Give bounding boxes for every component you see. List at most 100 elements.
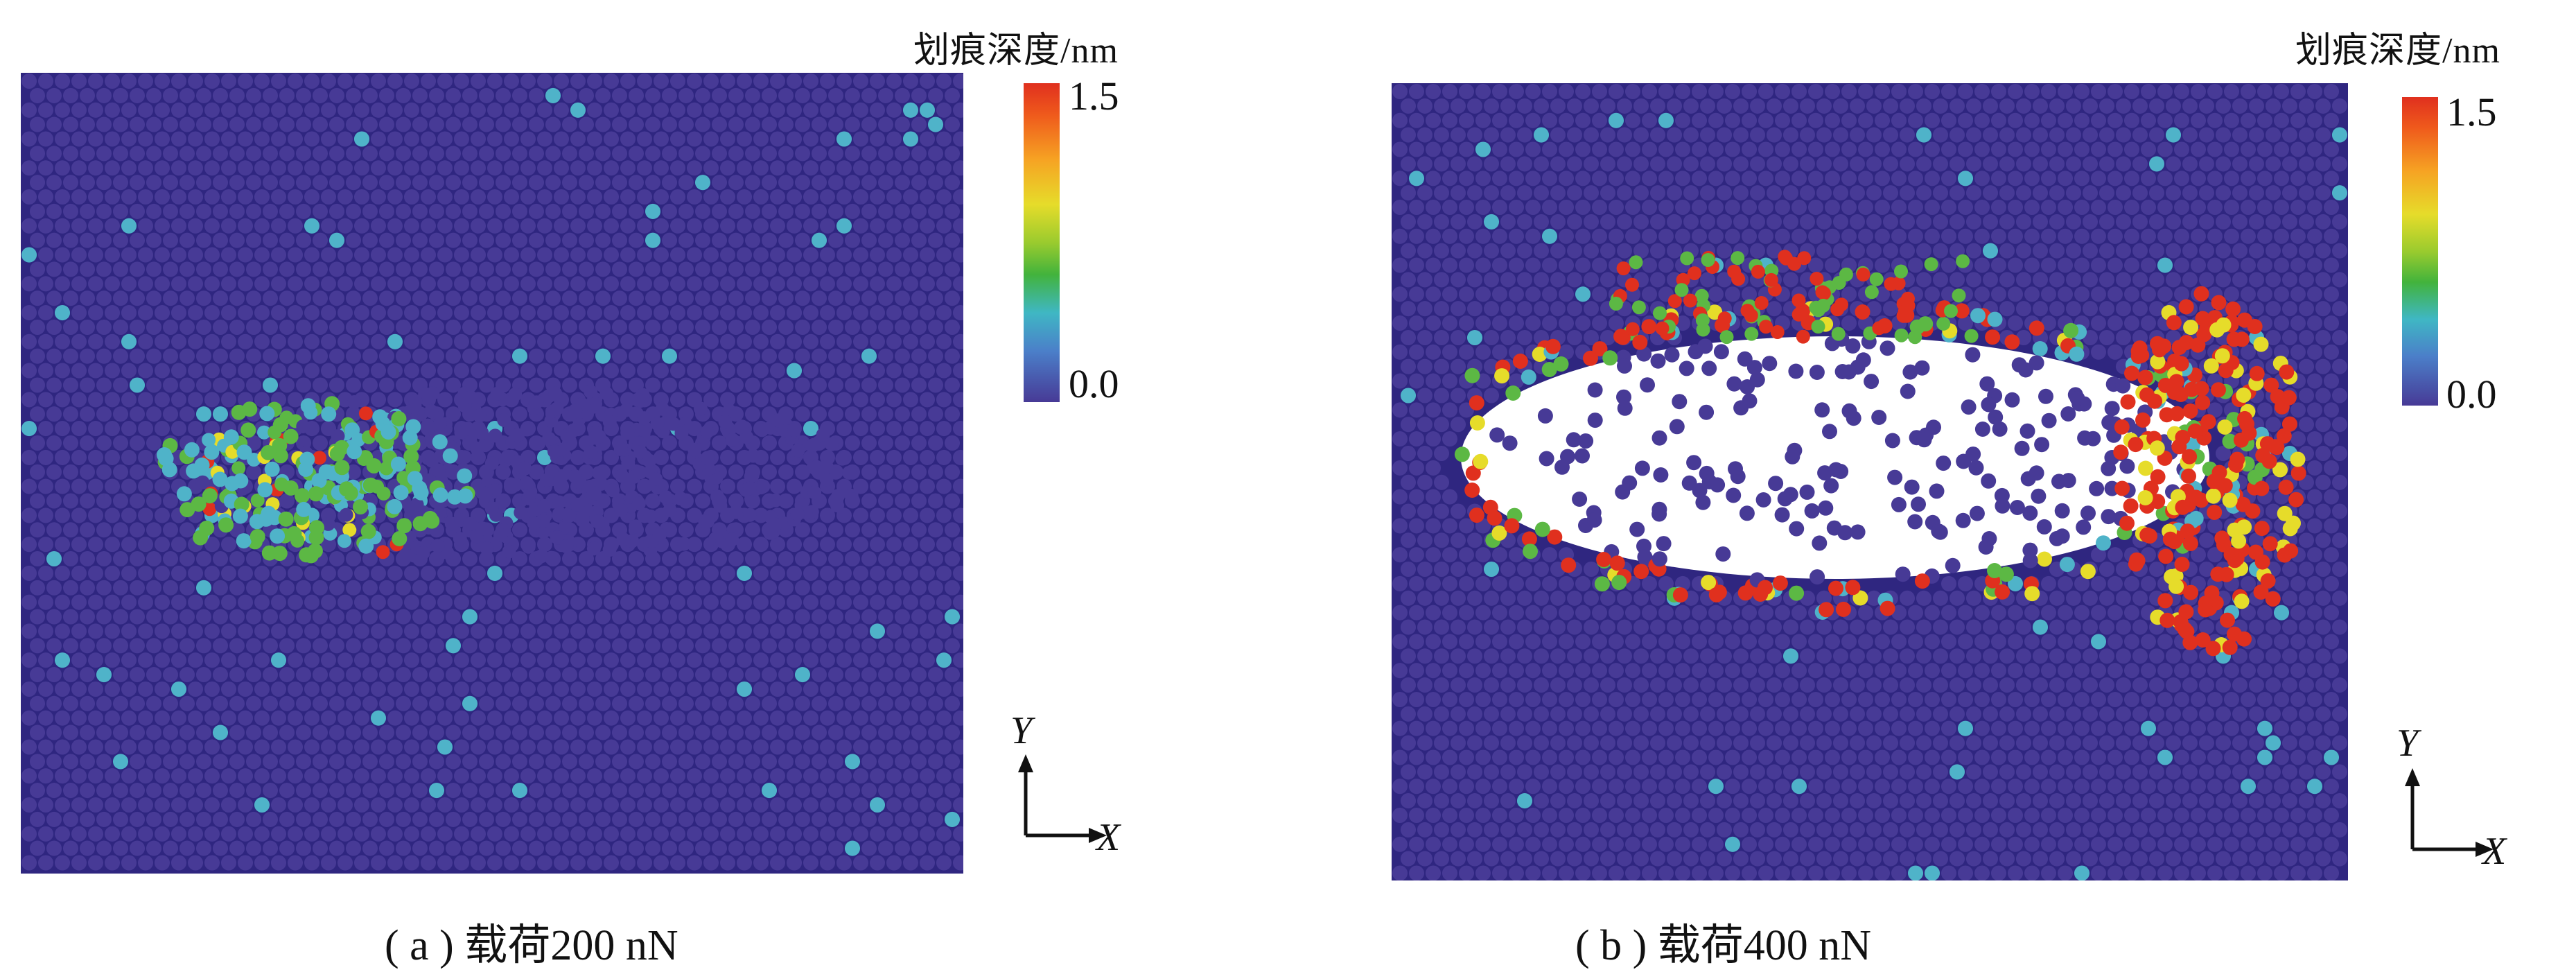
- atom: [545, 609, 561, 625]
- atom: [46, 464, 62, 480]
- atom: [1466, 185, 1483, 201]
- atom: [220, 826, 237, 842]
- atom: [420, 276, 437, 292]
- atom: [453, 160, 470, 176]
- atom: [2306, 431, 2323, 447]
- atom: [744, 638, 761, 654]
- atom: [46, 695, 62, 711]
- atom: [2273, 112, 2290, 128]
- atom: [87, 449, 104, 465]
- atom: [129, 550, 146, 567]
- atom: [586, 710, 603, 726]
- atom: [37, 305, 54, 321]
- atom: [827, 580, 844, 596]
- atom: [570, 189, 586, 205]
- atom: [919, 276, 936, 292]
- atom: [299, 547, 315, 563]
- atom: [490, 386, 505, 401]
- atom: [927, 493, 944, 509]
- atom: [212, 261, 229, 277]
- atom: [353, 739, 370, 755]
- atom: [331, 429, 345, 443]
- atom: [461, 422, 475, 436]
- atom: [46, 377, 62, 393]
- atom: [1624, 228, 1641, 244]
- atom: [320, 710, 337, 726]
- atom: [2107, 344, 2123, 360]
- atom: [462, 116, 478, 132]
- atom: [902, 276, 919, 292]
- atom: [636, 102, 653, 118]
- atom: [811, 146, 827, 162]
- atom: [794, 175, 811, 191]
- atom: [21, 594, 37, 610]
- atom: [54, 507, 71, 523]
- atom: [728, 87, 744, 103]
- atom: [1749, 185, 1766, 201]
- atom: [1666, 214, 1683, 229]
- atom: [428, 550, 445, 567]
- atom: [262, 175, 279, 191]
- atom: [262, 348, 279, 364]
- atom: [578, 261, 595, 277]
- atom: [753, 102, 769, 118]
- atom: [129, 348, 146, 364]
- atom: [296, 501, 312, 517]
- atom: [112, 435, 129, 451]
- atom: [778, 580, 794, 596]
- atom: [844, 232, 861, 248]
- atom: [170, 855, 187, 871]
- atom: [2257, 171, 2273, 186]
- atom: [204, 421, 220, 437]
- atom: [96, 464, 112, 480]
- atom: [694, 724, 711, 740]
- atom: [137, 507, 154, 523]
- atom: [2040, 112, 2057, 128]
- atom: [2290, 199, 2306, 216]
- atom: [927, 175, 944, 191]
- atom: [686, 681, 703, 697]
- atom: [803, 826, 819, 842]
- atom: [2148, 156, 2165, 172]
- atom: [245, 435, 262, 451]
- atom: [121, 363, 137, 379]
- atom: [944, 435, 961, 451]
- atom: [1691, 228, 1708, 244]
- atom: [1508, 83, 1525, 100]
- atom: [586, 681, 603, 697]
- atom: [595, 290, 611, 306]
- atom: [370, 681, 387, 697]
- atom: [861, 840, 877, 856]
- atom: [2040, 171, 2057, 186]
- atom: [1458, 286, 1475, 302]
- atom: [586, 131, 603, 147]
- atom: [2099, 214, 2115, 229]
- atom: [811, 609, 827, 625]
- atom: [919, 537, 936, 553]
- atom: [170, 826, 187, 842]
- atom: [536, 855, 553, 871]
- atom: [518, 461, 532, 476]
- atom: [495, 754, 511, 770]
- atom: [420, 826, 437, 842]
- atom: [1433, 532, 1450, 548]
- atom: [1824, 141, 1841, 157]
- caption-text: 载荷200 nN: [464, 922, 678, 969]
- atom: [1841, 315, 1857, 331]
- atom: [628, 580, 645, 596]
- atom: [112, 840, 129, 856]
- atom: [2215, 445, 2232, 462]
- atom: [170, 537, 187, 553]
- atom: [944, 840, 961, 856]
- atom: [886, 102, 902, 118]
- atom: [1558, 199, 1575, 216]
- atom: [79, 609, 96, 625]
- atom: [1541, 228, 1558, 244]
- atom: [445, 348, 462, 364]
- atom: [761, 695, 778, 711]
- atom: [395, 695, 412, 711]
- atom: [711, 319, 728, 336]
- atom: [2007, 199, 2024, 216]
- atom: [387, 218, 403, 234]
- atom: [345, 319, 362, 336]
